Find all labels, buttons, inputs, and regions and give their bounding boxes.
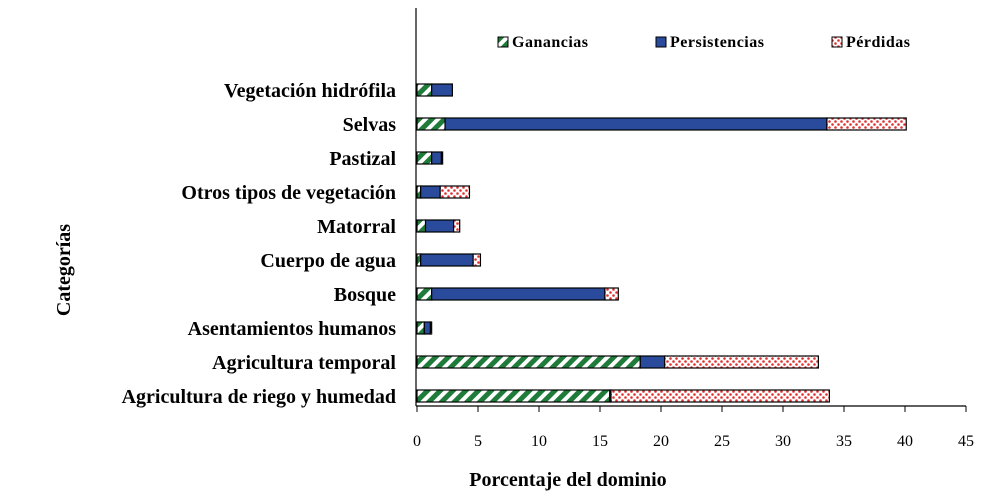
category-label-pastizal: Pastizal <box>329 148 396 170</box>
bar-persistencias-cuerpo-de-agua <box>420 253 474 267</box>
x-tick-label-30: 30 <box>775 433 791 450</box>
bar-persistencias-vegetacion-hidrofila <box>431 83 453 97</box>
legend-label-persistencias: Persistencias <box>670 34 764 51</box>
legend-swatch-perdidas <box>831 36 843 48</box>
legend-label-perdidas: Pérdidas <box>846 34 910 51</box>
bar-persistencias-matorral <box>424 219 455 233</box>
bar-perdidas-agricultura-de-riego-y-humedad <box>610 389 830 403</box>
legend-swatch-ganancias <box>497 36 509 48</box>
category-label-agricultura-temporal: Agricultura temporal <box>212 352 396 374</box>
bar-persistencias-asentamientos-humanos <box>423 321 432 335</box>
x-ticks: 0 5 10 15 20 25 30 35 40 45 <box>413 406 974 450</box>
category-labels: Vegetación hidrófila Selvas Pastizal Otros … <box>122 80 397 408</box>
bar-persistencias-bosque <box>431 287 606 301</box>
bar-perdidas-pastizal <box>440 151 444 165</box>
category-label-bosque: Bosque <box>334 284 396 306</box>
bar-persistencias-otros-tipos-de-vegetacion <box>420 185 441 199</box>
bar-persistencias-selvas <box>444 117 828 131</box>
bar-persistencias-agricultura-temporal <box>639 355 666 369</box>
bar-ganancias-selvas <box>416 117 446 131</box>
bar-persistencias-pastizal <box>431 151 443 165</box>
bar-perdidas-cuerpo-de-agua <box>472 253 482 267</box>
bar-ganancias-agricultura-de-riego-y-humedad <box>416 389 611 403</box>
bar-perdidas-agricultura-temporal <box>664 355 819 369</box>
bar-ganancias-vegetacion-hidrofila <box>416 83 433 97</box>
x-axis-title: Porcentaje del dominio <box>469 469 666 491</box>
bar-perdidas-asentamientos-humanos <box>429 321 433 335</box>
x-tick-label-10: 10 <box>531 433 547 450</box>
x-tick-label-5: 5 <box>474 433 482 450</box>
bar-perdidas-selvas <box>826 117 907 131</box>
category-label-cuerpo-de-agua: Cuerpo de agua <box>260 250 396 272</box>
category-label-agricultura-de-riego-y-humedad: Agricultura de riego y humedad <box>122 386 396 408</box>
bar-ganancias-bosque <box>416 287 433 301</box>
x-tick-label-25: 25 <box>714 433 730 450</box>
bar-ganancias-agricultura-temporal <box>416 355 641 369</box>
x-tick-label-45: 45 <box>958 433 974 450</box>
legend-label-ganancias: Ganancias <box>512 34 589 51</box>
bar-perdidas-otros-tipos-de-vegetacion <box>439 185 471 199</box>
category-label-asentamientos-humanos: Asentamientos humanos <box>188 318 397 340</box>
x-tick-label-35: 35 <box>836 433 852 450</box>
category-label-selvas: Selvas <box>343 114 397 136</box>
legend-swatch-persistencias <box>655 36 667 48</box>
bar-ganancias-pastizal <box>416 151 433 165</box>
bar-ganancias-asentamientos-humanos <box>416 321 425 335</box>
x-tick-label-0: 0 <box>413 433 421 450</box>
legend: Ganancias Persistencias Pérdidas <box>497 34 910 51</box>
category-label-vegetacion-hidrofila: Vegetación hidrófila <box>224 80 396 102</box>
bar-perdidas-matorral <box>453 219 461 233</box>
x-tick-label-20: 20 <box>653 433 669 450</box>
category-label-otros-tipos-de-vegetacion: Otros tipos de vegetación <box>181 182 396 204</box>
x-tick-label-40: 40 <box>897 433 913 450</box>
y-axis-title: Categorías <box>53 224 75 316</box>
bar-ganancias-matorral <box>416 219 427 233</box>
bars-layer <box>416 83 907 403</box>
category-label-matorral: Matorral <box>317 216 396 238</box>
bar-perdidas-bosque <box>604 287 619 301</box>
x-tick-label-15: 15 <box>592 433 608 450</box>
